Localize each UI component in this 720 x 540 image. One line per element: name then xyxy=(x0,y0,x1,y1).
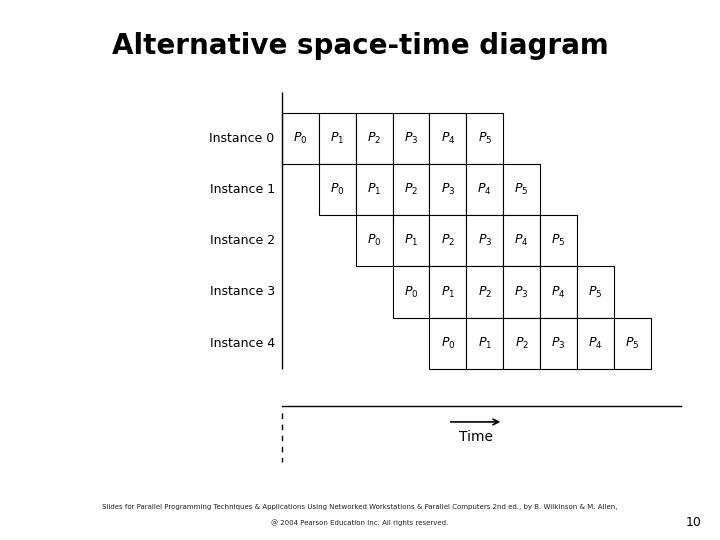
Bar xyxy=(467,215,503,266)
Text: $P_0$: $P_0$ xyxy=(330,182,344,197)
Text: $P_4$: $P_4$ xyxy=(552,285,566,300)
Text: @ 2004 Pearson Education Inc. All rights reserved.: @ 2004 Pearson Education Inc. All rights… xyxy=(271,519,449,526)
Text: Instance 4: Instance 4 xyxy=(210,336,275,349)
Text: 10: 10 xyxy=(686,516,702,529)
Bar xyxy=(467,318,503,369)
Text: Slides for Parallel Programming Techniques & Applications Using Networked Workst: Slides for Parallel Programming Techniqu… xyxy=(102,504,618,510)
Text: $P_2$: $P_2$ xyxy=(515,335,528,350)
Bar xyxy=(540,318,577,369)
Bar xyxy=(282,113,319,164)
Text: $P_5$: $P_5$ xyxy=(515,182,528,197)
Bar xyxy=(467,164,503,215)
Text: $P_5$: $P_5$ xyxy=(588,285,603,300)
Text: Instance 3: Instance 3 xyxy=(210,286,275,299)
Bar xyxy=(429,266,467,318)
Text: $P_0$: $P_0$ xyxy=(366,233,382,248)
Text: $P_2$: $P_2$ xyxy=(477,285,492,300)
Text: $P_3$: $P_3$ xyxy=(441,182,455,197)
Text: $P_0$: $P_0$ xyxy=(404,285,418,300)
Bar xyxy=(392,113,429,164)
Bar xyxy=(429,215,467,266)
Text: $P_4$: $P_4$ xyxy=(477,182,492,197)
Text: $P_5$: $P_5$ xyxy=(552,233,566,248)
Bar xyxy=(540,266,577,318)
Text: Time: Time xyxy=(459,430,492,444)
Bar xyxy=(467,266,503,318)
Text: $P_4$: $P_4$ xyxy=(514,233,529,248)
Text: $P_2$: $P_2$ xyxy=(404,182,418,197)
Bar xyxy=(319,113,356,164)
Text: $P_3$: $P_3$ xyxy=(404,131,418,146)
Text: $P_3$: $P_3$ xyxy=(477,233,492,248)
Text: $P_3$: $P_3$ xyxy=(515,285,529,300)
Bar xyxy=(356,164,392,215)
Text: $P_4$: $P_4$ xyxy=(588,335,603,350)
Text: $P_1$: $P_1$ xyxy=(477,335,492,350)
Text: Instance 2: Instance 2 xyxy=(210,234,275,247)
Text: $P_0$: $P_0$ xyxy=(293,131,307,146)
Bar xyxy=(319,164,356,215)
Bar xyxy=(467,113,503,164)
Bar xyxy=(503,164,540,215)
Bar xyxy=(503,215,540,266)
Text: $P_5$: $P_5$ xyxy=(477,131,492,146)
Bar xyxy=(503,318,540,369)
Bar xyxy=(392,215,429,266)
Text: $P_1$: $P_1$ xyxy=(404,233,418,248)
Bar xyxy=(429,113,467,164)
Bar xyxy=(577,318,614,369)
Bar xyxy=(429,318,467,369)
Text: $P_3$: $P_3$ xyxy=(552,335,566,350)
Text: Instance 0: Instance 0 xyxy=(210,132,275,145)
Text: $P_1$: $P_1$ xyxy=(330,131,344,146)
Bar xyxy=(356,215,392,266)
Text: Alternative space-time diagram: Alternative space-time diagram xyxy=(112,32,608,60)
Text: $P_1$: $P_1$ xyxy=(441,285,455,300)
Text: $P_4$: $P_4$ xyxy=(441,131,455,146)
Text: $P_0$: $P_0$ xyxy=(441,335,455,350)
Bar xyxy=(356,113,392,164)
Text: $P_2$: $P_2$ xyxy=(367,131,381,146)
Bar xyxy=(614,318,651,369)
Bar xyxy=(503,266,540,318)
Bar xyxy=(429,164,467,215)
Text: Instance 1: Instance 1 xyxy=(210,183,275,196)
Bar xyxy=(392,164,429,215)
Bar xyxy=(540,215,577,266)
Text: $P_2$: $P_2$ xyxy=(441,233,455,248)
Text: $P_1$: $P_1$ xyxy=(367,182,381,197)
Bar xyxy=(577,266,614,318)
Bar xyxy=(392,266,429,318)
Text: $P_5$: $P_5$ xyxy=(625,335,639,350)
